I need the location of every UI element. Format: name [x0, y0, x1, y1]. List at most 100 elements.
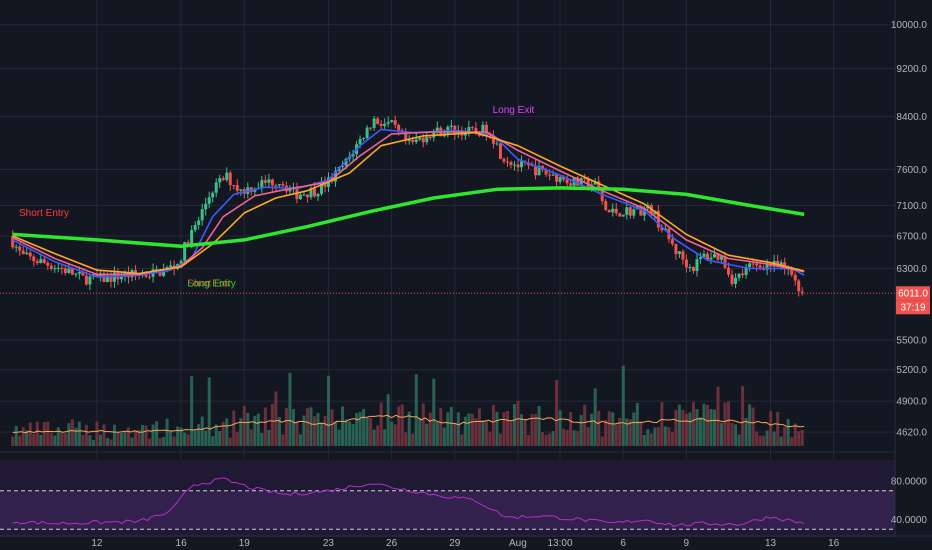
volume-bar [600, 436, 604, 446]
candle-body [70, 268, 74, 275]
candle-body [418, 137, 422, 140]
volume-bar [355, 413, 359, 446]
volume-bar [604, 420, 608, 446]
volume-bar [319, 422, 323, 446]
volume-bar [505, 411, 509, 446]
candle-body [84, 275, 88, 285]
volume-bar [119, 433, 123, 446]
candle-body [14, 246, 18, 248]
candle-body [720, 256, 724, 260]
volume-bar [407, 411, 411, 446]
rsi-line [12, 477, 805, 527]
volume-bar [98, 434, 102, 446]
volume-bar [411, 433, 415, 446]
rsi-band-fill [0, 490, 895, 530]
volume-bar [548, 433, 552, 446]
volume-bar [723, 402, 727, 446]
volume-bar [446, 412, 450, 446]
volume-bar [190, 376, 194, 446]
volume-bar [509, 420, 513, 446]
candle-body [628, 207, 632, 216]
candle-body [239, 189, 243, 191]
volume-bar [751, 407, 755, 446]
candle-body [691, 267, 695, 272]
volume-bar [77, 421, 81, 446]
candle-body [53, 268, 57, 270]
candle-body [383, 123, 387, 126]
volume-bar [730, 423, 734, 446]
price-axis[interactable]: 10000.0 9200.0 8400.0 7600.0 7100.0 6700.0 630… [891, 20, 928, 438]
volume-bar [362, 408, 366, 446]
candle-body [263, 180, 267, 183]
volume-bar [116, 432, 120, 446]
volume-bar [635, 403, 639, 446]
volume-bar [126, 427, 130, 446]
volume-bar [295, 421, 299, 446]
volume-bar [232, 410, 236, 446]
volume-bar [383, 429, 387, 446]
volume-bar [42, 422, 46, 446]
candle-body [102, 273, 106, 283]
candle-body [81, 272, 85, 276]
candle-body [277, 184, 281, 186]
candle-body [705, 253, 709, 260]
volume-bar [758, 435, 762, 446]
time-axis[interactable]: 12 16 19 23 26 29 Aug 13:00 6 9 13 16 [91, 538, 839, 549]
volume-bar [527, 434, 531, 446]
candle-body [95, 274, 99, 278]
candle-body [467, 127, 471, 133]
volume-bar [46, 421, 50, 446]
volume-bar [512, 404, 516, 446]
volume-bar [148, 438, 152, 446]
volume-bar [705, 404, 709, 446]
volume-bar [204, 430, 208, 446]
volume-bar [583, 404, 587, 446]
candle-body [597, 181, 601, 191]
candle-body [390, 120, 394, 123]
volume-bar [74, 427, 78, 446]
volume-bar [793, 423, 797, 446]
candle-body [18, 246, 22, 251]
volume-bar [249, 429, 253, 446]
candle-body [604, 201, 608, 210]
candle-body [372, 118, 376, 128]
volume-bar [281, 434, 285, 446]
volume-bar [358, 412, 362, 446]
volume-bar [390, 421, 394, 446]
volume-bar [639, 421, 643, 446]
volume-bar [172, 436, 176, 446]
rsi-axis[interactable]: 80.0000 40.0000 [891, 477, 928, 526]
candle-body [744, 267, 748, 275]
ma-line-1 [12, 128, 805, 278]
candle-body [63, 268, 67, 274]
candle-body [488, 135, 492, 137]
candle-body [144, 274, 148, 277]
volume-bar [211, 436, 215, 446]
candle-body [134, 270, 138, 275]
volume-bar [586, 427, 590, 446]
volume-bar [769, 411, 773, 446]
volume-bar [341, 406, 345, 446]
volume-bar [130, 437, 134, 446]
volume-bar [695, 409, 699, 446]
volume-bar [698, 417, 702, 446]
candle-body [414, 139, 418, 142]
candle-body [407, 140, 411, 142]
time-tick-label: 16 [176, 538, 188, 549]
candle-body [481, 124, 485, 136]
volume-bar [632, 412, 636, 446]
candle-body [765, 263, 769, 270]
volume-bar [95, 421, 99, 446]
candle-body [197, 220, 201, 225]
volume-bar [214, 424, 218, 446]
volume-bar [709, 409, 713, 446]
volume-bar [228, 437, 232, 446]
candle-body [341, 165, 345, 167]
volume-bar [193, 430, 197, 446]
candle-body [741, 273, 745, 275]
candle-body [112, 272, 116, 282]
candle-body [67, 268, 71, 274]
candle-body [77, 272, 81, 274]
